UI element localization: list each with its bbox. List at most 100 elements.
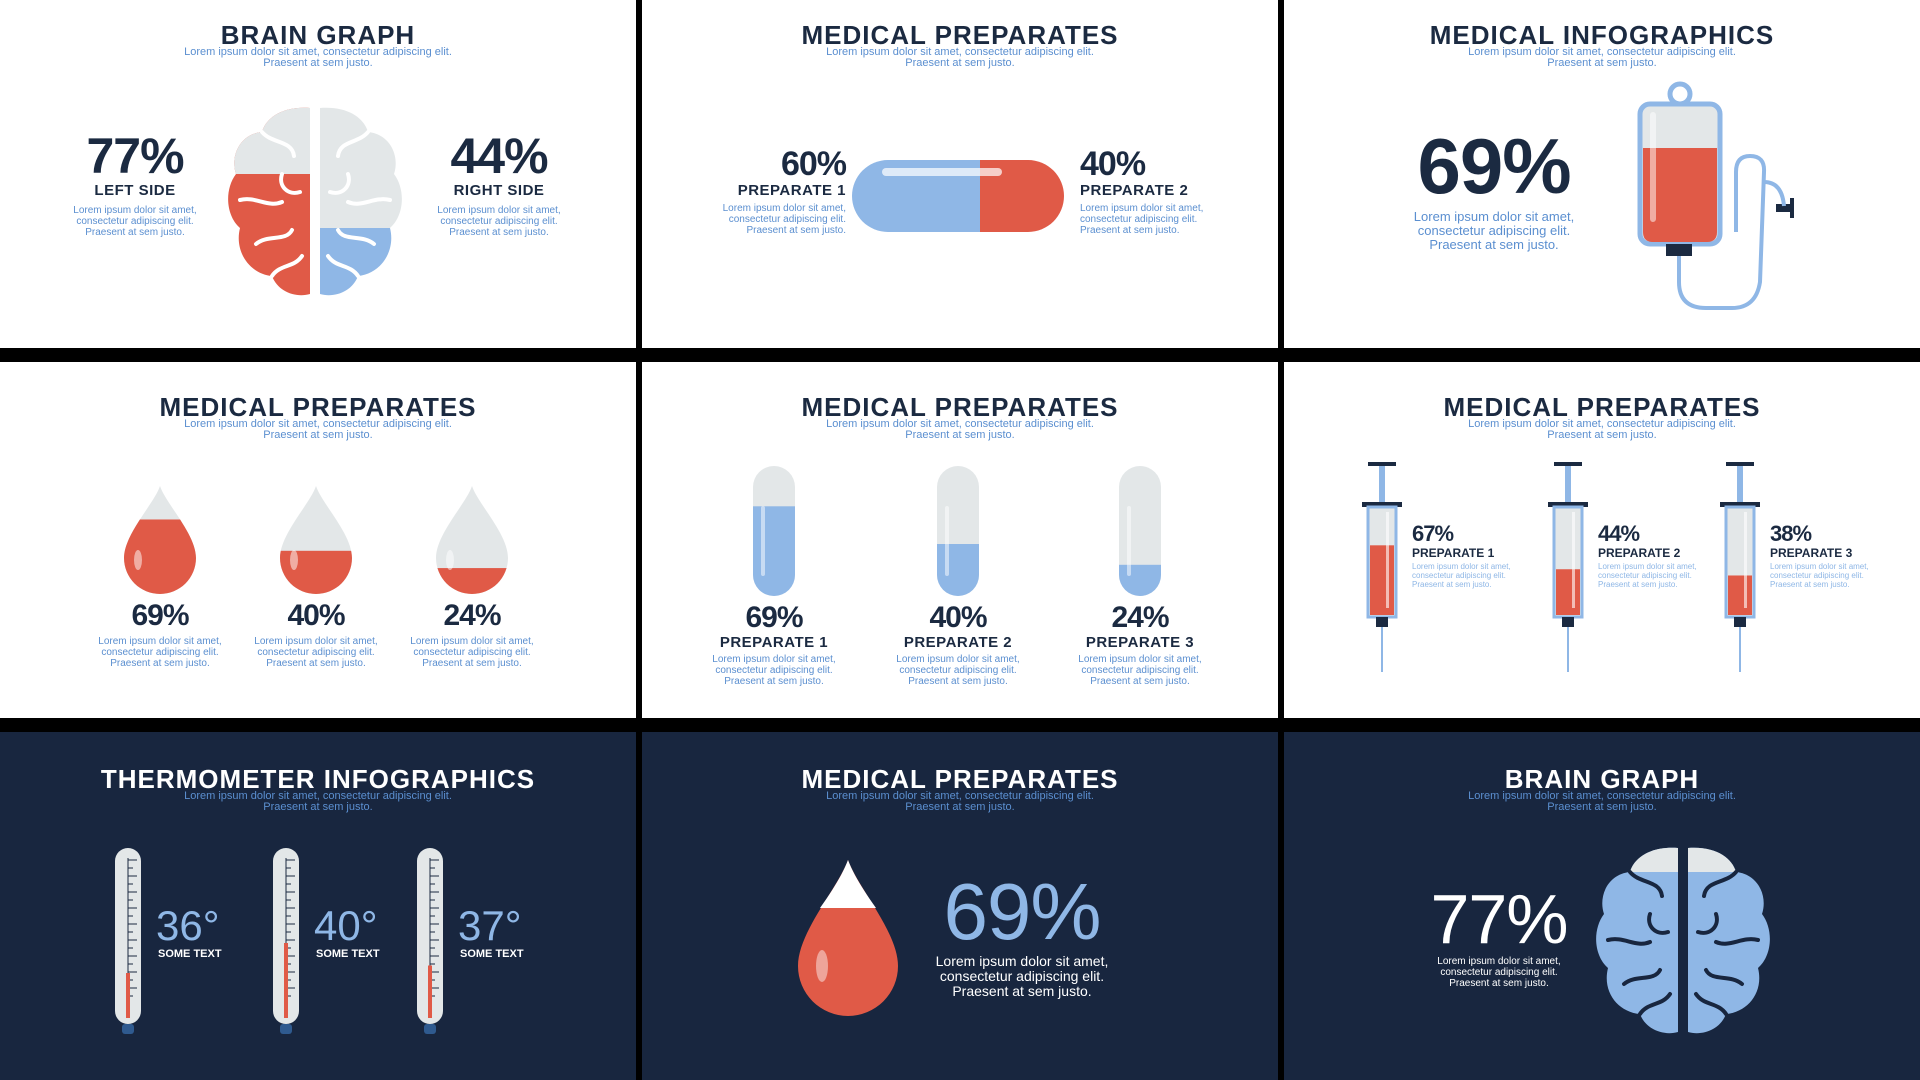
brain-icon (228, 107, 402, 296)
syringe-desc: Lorem ipsum dolor sit amet, consectetur a… (1770, 562, 1869, 589)
drop-value: 69% (131, 599, 189, 632)
brain-dark-value: 77% (1430, 880, 1568, 958)
panel-tubes: MEDICAL PREPARATES Lorem ipsum dolor sit… (642, 362, 1278, 718)
panel-subtitle: Lorem ipsum dolor sit amet, consectetur … (184, 418, 452, 441)
drop-icon (124, 486, 196, 594)
drop-icon (280, 486, 352, 594)
panel-brain-dark: BRAIN GRAPH Lorem ipsum dolor sit amet, … (1284, 732, 1920, 1080)
panel-subtitle: Lorem ipsum dolor sit amet, consectetur … (1468, 418, 1736, 441)
drop-desc: Lorem ipsum dolor sit amet, consectetur a… (254, 636, 378, 669)
syringe-desc: Lorem ipsum dolor sit amet, consectetur a… (1598, 562, 1697, 589)
left-side-label: LEFT SIDE (94, 182, 176, 199)
right-side-desc: Lorem ipsum dolor sit amet, consectetur a… (437, 205, 561, 238)
panel-drops: MEDICAL PREPARATES Lorem ipsum dolor sit… (0, 362, 636, 718)
panel-subtitle: Lorem ipsum dolor sit amet, consectetur … (184, 790, 452, 813)
panel-thermometers: THERMOMETER INFOGRAPHICS Lorem ipsum dol… (0, 732, 636, 1080)
test-tube-icon (937, 466, 979, 596)
thermometer-icon (273, 848, 299, 1034)
brain-dark-desc: Lorem ipsum dolor sit amet, consectetur a… (1437, 956, 1561, 989)
right-side-stat: 44% RIGHT SIDE Lorem ipsum dolor sit ame… (424, 130, 574, 238)
tube-fill (937, 544, 979, 596)
panel-title: BRAIN GRAPH (220, 20, 416, 50)
tube-desc: Lorem ipsum dolor sit amet, consectetur a… (896, 654, 1020, 687)
test-tube-icon (753, 466, 795, 596)
tube-label: PREPARATE 2 (903, 634, 1013, 651)
tube-value: 69% (745, 601, 803, 634)
panel-capsule: MEDICAL PREPARATES Lorem ipsum dolor sit… (642, 0, 1278, 348)
panel-brain-graph: BRAIN GRAPH Lorem ipsum dolor sit amet, … (0, 0, 636, 348)
panel-title: THERMOMETER INFOGRAPHICS (100, 764, 536, 794)
brain-icon (1596, 847, 1770, 1034)
preparate-1-label: PREPARATE 1 (737, 182, 846, 199)
panel-title: MEDICAL PREPARATES (801, 392, 1119, 422)
panel-title: MEDICAL PREPARATES (159, 392, 477, 422)
syringe-label: PREPARATE 1 (1412, 546, 1495, 560)
syringe-fill (1728, 575, 1752, 615)
panel-title: MEDICAL PREPARATES (801, 20, 1119, 50)
thermometer-fill (428, 965, 432, 1018)
panel-big-drop: MEDICAL PREPARATES Lorem ipsum dolor sit… (642, 732, 1278, 1080)
drop-fill (124, 519, 196, 594)
preparate-2-label: PREPARATE 2 (1080, 182, 1189, 199)
iv-value: 69% (1417, 122, 1571, 210)
panel-subtitle: Lorem ipsum dolor sit amet, consectetur … (1468, 790, 1736, 813)
tube-label: PREPARATE 3 (1085, 634, 1195, 651)
tube-desc: Lorem ipsum dolor sit amet, consectetur a… (1078, 654, 1202, 687)
iv-bag-icon (1637, 81, 1794, 310)
thermometer-icon (115, 848, 141, 1034)
drop-desc: Lorem ipsum dolor sit amet, consectetur a… (410, 636, 534, 669)
big-drop-desc: Lorem ipsum dolor sit amet, consectetur a… (935, 953, 1109, 999)
syringe-icon (1548, 462, 1588, 672)
syringe-label: PREPARATE 2 (1598, 546, 1681, 560)
drop-fill (436, 568, 508, 594)
panel-subtitle: Lorem ipsum dolor sit amet, consectetur … (184, 46, 452, 69)
iv-stat: 69% Lorem ipsum dolor sit amet, consectet… (1394, 126, 1594, 252)
syringe-icon (1362, 462, 1402, 672)
left-side-desc: Lorem ipsum dolor sit amet, consectetur a… (73, 205, 197, 238)
thermometer-fill (126, 973, 130, 1018)
syringe-fill (1370, 545, 1394, 615)
panel-subtitle: Lorem ipsum dolor sit amet, consectetur … (1468, 46, 1736, 69)
syringe-value: 44% (1598, 521, 1640, 546)
panel-iv-bag: MEDICAL INFOGRAPHICS Lorem ipsum dolor s… (1284, 0, 1920, 348)
brain-dark-stat: 77% Lorem ipsum dolor sit amet, consectet… (1424, 882, 1574, 989)
thermometer-icon (417, 848, 443, 1034)
syringe-icon (1720, 462, 1760, 672)
drop-value: 24% (443, 599, 501, 632)
right-side-value: 44% (450, 128, 548, 184)
big-drop-value: 69% (943, 867, 1101, 956)
drop-icon (436, 486, 508, 594)
drop-value: 40% (287, 599, 345, 632)
panel-subtitle: Lorem ipsum dolor sit amet, consectetur … (826, 46, 1094, 69)
panel-title: MEDICAL INFOGRAPHICS (1429, 20, 1775, 50)
panel-title: MEDICAL PREPARATES (1443, 392, 1761, 422)
thermometer-fill (284, 943, 288, 1018)
drop-fill (280, 550, 352, 594)
preparate-2-value: 40% (1080, 145, 1146, 183)
preparate-1-desc: Lorem ipsum dolor sit amet, consectetur a… (722, 203, 846, 236)
syringe-value: 38% (1770, 521, 1812, 546)
iv-desc: Lorem ipsum dolor sit amet, consectetur a… (1413, 209, 1575, 252)
right-side-label: RIGHT SIDE (453, 182, 545, 199)
preparate-1-stat: 60% PREPARATE 1 Lorem ipsum dolor sit am… (686, 145, 847, 236)
thermometer-value: 36° (156, 902, 220, 949)
panel-subtitle: Lorem ipsum dolor sit amet, consectetur … (826, 790, 1094, 813)
preparate-1-value: 60% (780, 145, 847, 183)
tube-value: 40% (929, 601, 987, 634)
tube-label: PREPARATE 1 (719, 634, 829, 651)
panel-syringes: MEDICAL PREPARATES Lorem ipsum dolor sit… (1284, 362, 1920, 718)
panel-title: BRAIN GRAPH (1504, 764, 1700, 794)
drop-desc: Lorem ipsum dolor sit amet, consectetur a… (98, 636, 222, 669)
blood-drop-icon (798, 860, 898, 1016)
tube-fill (1119, 564, 1161, 596)
panel-title: MEDICAL PREPARATES (801, 764, 1119, 794)
capsule-icon (852, 160, 1064, 232)
thermometer-label: SOME TEXT (158, 948, 222, 960)
left-side-value: 77% (86, 128, 184, 184)
big-drop-stat: 69% Lorem ipsum dolor sit amet, consectet… (912, 870, 1132, 999)
left-side-stat: 77% LEFT SIDE Lorem ipsum dolor sit amet… (60, 130, 210, 238)
syringe-desc: Lorem ipsum dolor sit amet, consectetur a… (1412, 562, 1511, 589)
thermometer-value: 37° (458, 902, 522, 949)
syringe-fill (1556, 569, 1580, 615)
